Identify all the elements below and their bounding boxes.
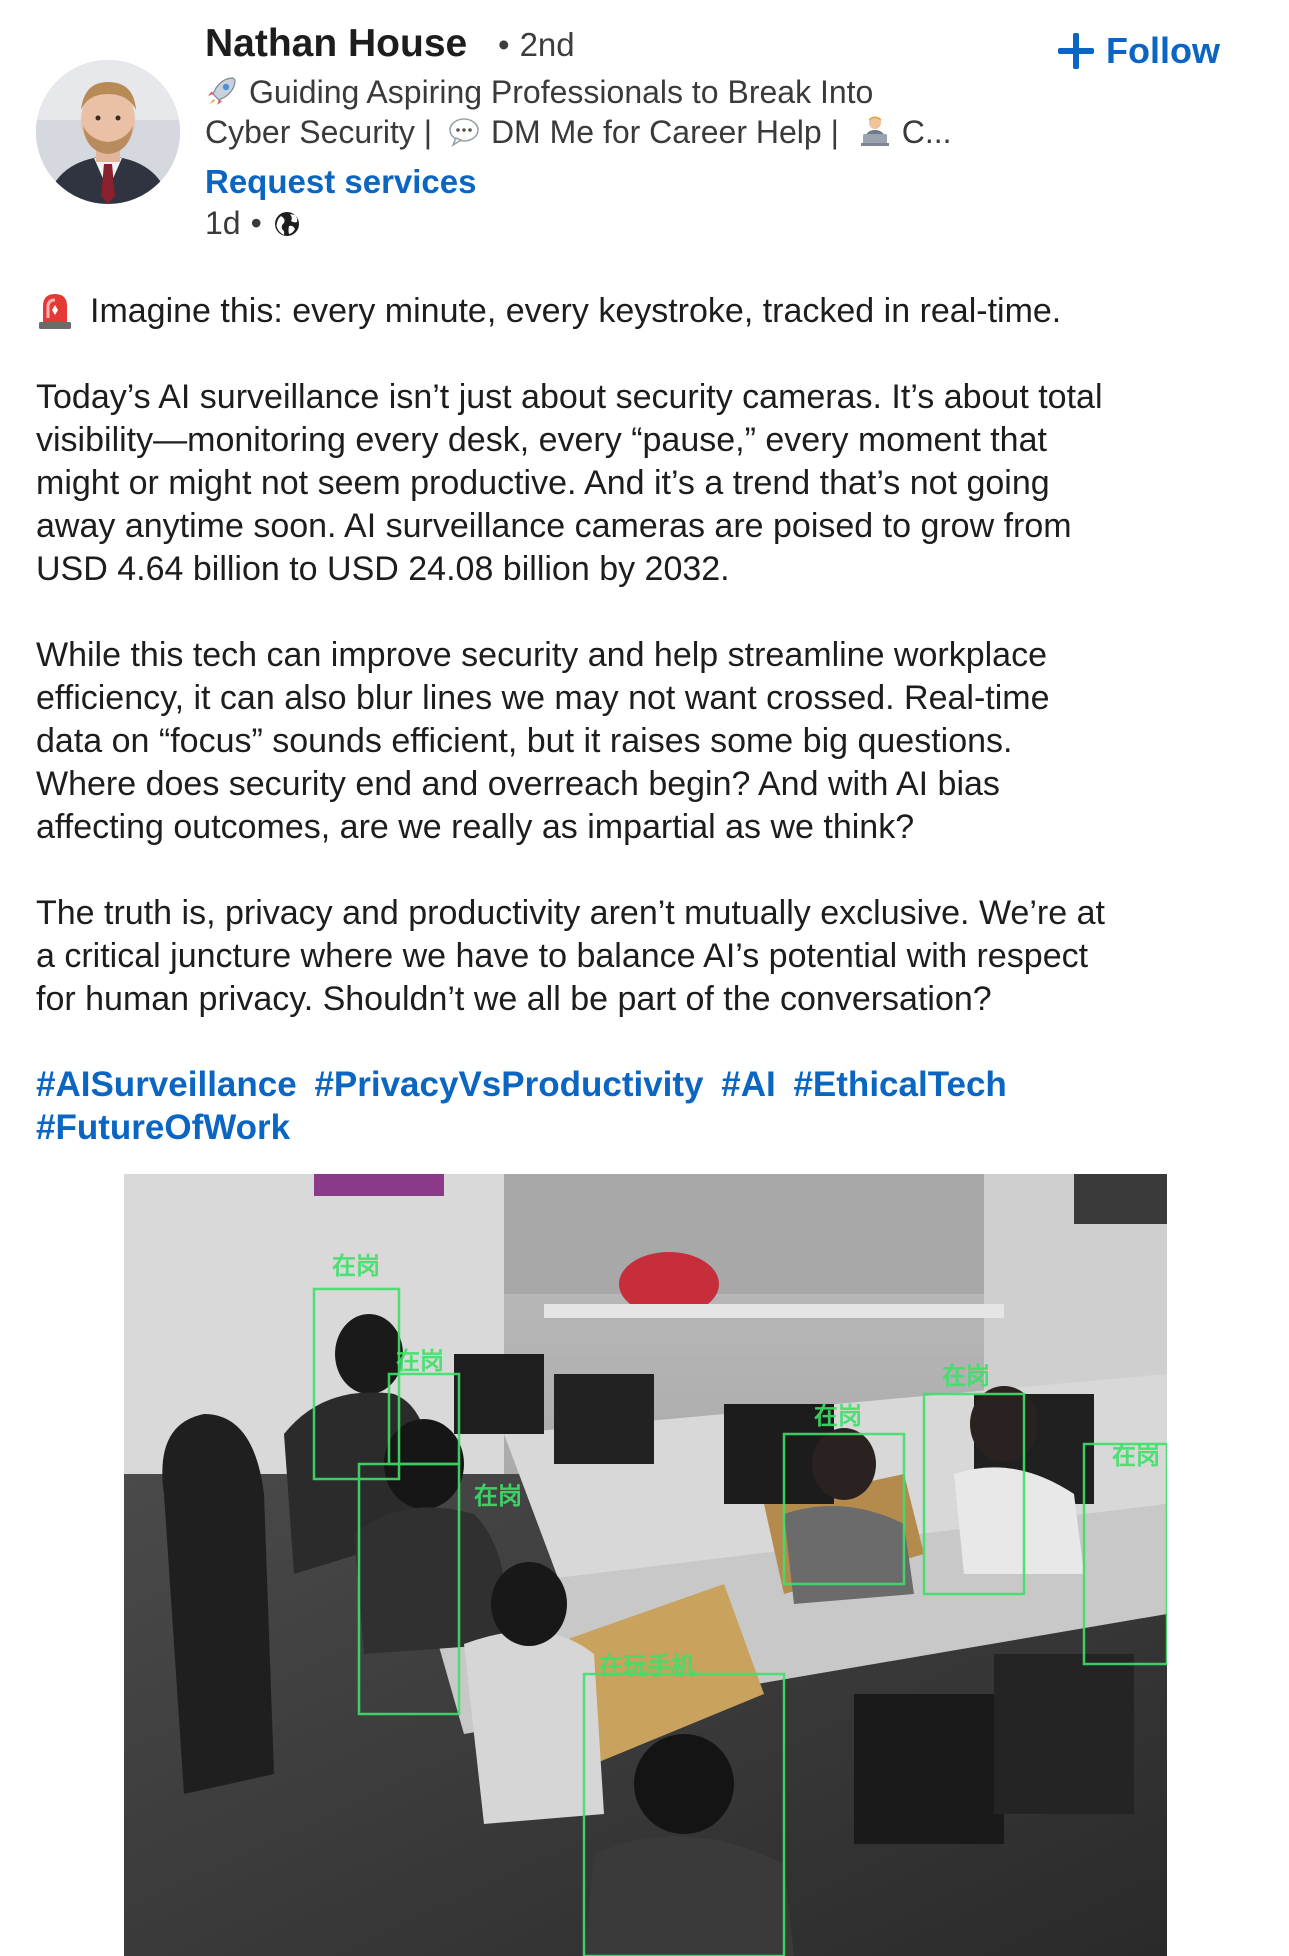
intro-text: Imagine this: every minute, every keystr… <box>90 292 1062 330</box>
headline-text-2a: Cyber Security | <box>205 114 433 150</box>
alarm-light-icon <box>39 294 71 329</box>
paragraph-line: visibility—monitoring every desk, every … <box>36 421 1047 459</box>
post-media-image[interactable]: 在岗 在岗 在岗 在岗 在岗 在岗 在玩手机 <box>124 1174 1167 1956</box>
detection-box <box>922 1392 1026 1596</box>
detection-label: 在岗 <box>1112 1442 1160 1470</box>
hashtag-future-of-work[interactable]: #FutureOfWork <box>36 1108 291 1147</box>
paragraph-line: Today’s AI surveillance isn’t just about… <box>36 378 1103 416</box>
time-label: 1d <box>205 205 241 241</box>
paragraph-line: USD 4.64 billion to USD 24.08 billion by… <box>36 550 730 588</box>
dot-separator: • <box>250 205 262 241</box>
hashtag-ethical-tech[interactable]: #EthicalTech <box>793 1065 1007 1104</box>
detection-label: 在玩手机 <box>599 1652 695 1680</box>
paragraph-line: a critical juncture where we have to bal… <box>36 937 1089 975</box>
hashtag-ai-surveillance[interactable]: #AISurveillance <box>36 1065 297 1104</box>
paragraph-line: away anytime soon. AI surveillance camer… <box>36 507 1072 545</box>
detection-label: 在岗 <box>474 1482 522 1510</box>
post-timestamp: 1d • <box>205 205 302 242</box>
paragraph-3: The truth is, privacy and productivity a… <box>36 892 1256 1021</box>
detection-box <box>312 1287 401 1481</box>
connection-degree: • 2nd <box>498 26 575 63</box>
headline-line-2: Cyber Security | DM Me for Career Help |… <box>205 112 1045 152</box>
degree-label: 2nd <box>519 26 575 63</box>
detection-label: 在岗 <box>396 1347 444 1375</box>
headline-text-2c: C... <box>901 114 952 150</box>
hashtag-ai[interactable]: #AI <box>721 1065 776 1104</box>
post-intro: Imagine this: every minute, every keystr… <box>36 288 1256 333</box>
technologist-icon <box>860 116 889 146</box>
hashtag-line-1: #AISurveillance #PrivacyVsProductivity #… <box>36 1063 1015 1106</box>
headline-text-1: Guiding Aspiring Professionals to Break … <box>249 74 874 110</box>
avatar[interactable] <box>36 60 180 204</box>
hashtag-list: #AISurveillance #PrivacyVsProductivity #… <box>36 1063 1015 1149</box>
detection-box <box>1082 1442 1167 1666</box>
speech-bubble-icon <box>449 118 479 148</box>
hashtag-line-2: #FutureOfWork <box>36 1106 1015 1149</box>
paragraph-line: The truth is, privacy and productivity a… <box>36 894 1105 932</box>
surveillance-footage: 在岗 在岗 在岗 在岗 在岗 在岗 在玩手机 <box>124 1174 1167 1956</box>
request-services-link[interactable]: Request services <box>205 163 477 200</box>
detection-label: 在岗 <box>814 1402 862 1430</box>
detection-label: 在岗 <box>332 1252 380 1280</box>
paragraph-line: efficiency, it can also blur lines we ma… <box>36 679 1050 717</box>
headline-text-2b: DM Me for Career Help | <box>490 114 839 150</box>
detection-box <box>582 1672 786 1956</box>
plus-icon <box>1058 33 1094 69</box>
paragraph-1: Today’s AI surveillance isn’t just about… <box>36 376 1256 591</box>
author-name[interactable]: Nathan House <box>205 22 468 65</box>
paragraph-line: data on “focus” sounds efficient, but it… <box>36 722 1013 760</box>
author-headline: Guiding Aspiring Professionals to Break … <box>205 72 1045 152</box>
globe-icon <box>274 211 299 236</box>
paragraph-line: might or might not seem productive. And … <box>36 464 1050 502</box>
rocket-icon <box>208 77 236 105</box>
hashtag-privacy-vs-productivity[interactable]: #PrivacyVsProductivity <box>314 1065 704 1104</box>
paragraph-line: for human privacy. Shouldn’t we all be p… <box>36 980 992 1018</box>
detection-box <box>782 1432 906 1586</box>
detection-label: 在岗 <box>942 1362 990 1390</box>
paragraph-line: affecting outcomes, are we really as imp… <box>36 808 915 846</box>
post-body: Imagine this: every minute, every keystr… <box>36 288 1256 1064</box>
paragraph-line: While this tech can improve security and… <box>36 636 1048 674</box>
follow-label: Follow <box>1106 30 1220 71</box>
paragraph-line: Where does security end and overreach be… <box>36 765 1000 803</box>
headline-line-1: Guiding Aspiring Professionals to Break … <box>205 72 1045 112</box>
paragraph-2: While this tech can improve security and… <box>36 634 1256 849</box>
detection-box <box>357 1462 461 1716</box>
follow-button[interactable]: Follow <box>1058 28 1220 74</box>
